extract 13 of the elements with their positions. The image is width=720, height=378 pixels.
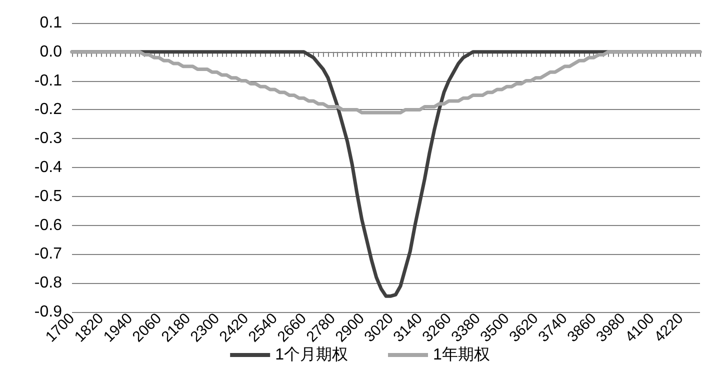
- y-tick-label: -0.3: [34, 130, 62, 148]
- y-tick-label: -0.8: [34, 274, 62, 292]
- y-tick-label: -0.5: [34, 188, 62, 205]
- line-series: [70, 50, 702, 114]
- y-tick-label: -0.1: [34, 72, 62, 90]
- legend-label: 1年期权: [433, 346, 490, 364]
- y-tick-label: 0.1: [40, 14, 62, 32]
- y-tick-label: -0.6: [34, 216, 62, 234]
- y-tick-label: -0.4: [34, 159, 62, 176]
- legend-label: 1个月期权: [275, 346, 348, 364]
- y-tick-label: 0.0: [40, 43, 62, 60]
- y-tick-label: -0.7: [34, 246, 62, 263]
- y-tick-label: -0.2: [34, 101, 62, 118]
